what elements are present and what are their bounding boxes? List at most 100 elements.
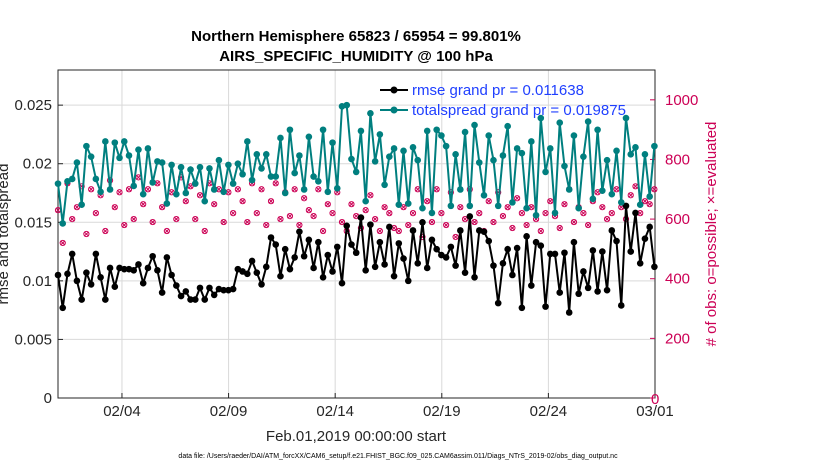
obs-possible-point [409,210,417,217]
totalspread-point [651,142,658,150]
obs-evaluated-point [547,198,553,204]
rmse-point [177,292,185,300]
obs-evaluated-point [240,198,246,204]
totalspread-point [78,201,85,209]
obs-evaluated-point [325,201,331,207]
obs-evaluated-point [315,186,321,192]
rmse-point [641,235,649,242]
obs-evaluated-point [93,210,99,216]
obs-evaluated-point [462,216,468,222]
totalspread-point [504,122,511,130]
totalspread-point [513,145,521,152]
obs-possible-point [443,221,450,229]
obs-evaluated-point [557,225,563,231]
rmse-point [338,279,346,287]
obs-evaluated-point [192,216,198,222]
obs-evaluated-point [348,201,355,207]
totalspread-point [196,163,204,171]
rmse-point [168,271,175,279]
obs-evaluated-point [140,201,146,207]
obs-evaluated-point [476,210,482,216]
chart-title-line1: Northern Hemisphere 65823 / 65954 = 99.8… [191,28,521,45]
obs-evaluated-point [329,210,336,216]
totalspread-point [206,165,213,172]
rmse-point [381,261,388,268]
obs-evaluated-point [164,228,170,234]
y-axis-right-label: # of obs: o=possible; ×=evaluated [703,122,720,347]
obs-possible-point [523,221,530,229]
totalspread-point [447,202,455,210]
rmse-point [206,284,213,292]
obs-possible-point [547,198,554,205]
legend-spread-label: totalspread grand pr = 0.019875 [412,102,626,119]
totalspread-point [466,202,474,210]
totalspread-point [329,139,336,146]
legend-spread-marker [390,106,398,114]
obs-evaluated-point [490,219,497,225]
totalspread-point [622,114,630,122]
obs-evaluated-point [197,192,203,198]
obs-possible-point [253,210,260,217]
rmse-point [646,223,653,231]
obs-possible-point [310,213,317,220]
rmse-point [73,277,81,285]
rmse-point [409,227,417,234]
rmse-point [386,223,393,231]
obs-evaluated-point [83,231,89,237]
obs-markers [54,174,658,247]
rmse-point [333,243,341,251]
obs-evaluated-point [519,210,525,216]
obs-possible-point [182,198,189,205]
rmse-point [258,281,265,288]
totalspread-point [168,161,175,169]
obs-possible-point [149,218,156,226]
totalspread-point [352,168,360,176]
totalspread-point [225,161,232,169]
rmse-point [400,255,407,262]
obs-possible-point [196,192,204,199]
obs-evaluated-point [235,186,241,192]
y-right-tick-label: 600 [665,211,690,228]
totalspread-point [518,149,526,157]
rmse-point [546,250,554,258]
obs-possible-point [291,186,298,193]
y-axis-left-label: rmse and totalspread [0,164,12,305]
x-tick-label: 03/01 [636,403,674,420]
obs-evaluated-point [637,210,643,216]
rmse-point [92,250,100,258]
obs-evaluated-point [609,210,615,216]
totalspread-point [315,177,322,185]
totalspread-point [163,200,171,207]
totalspread-point [102,138,109,145]
obs-evaluated-point [382,204,388,210]
obs-evaluated-point [505,204,511,210]
plot-area [57,69,656,399]
obs-evaluated-point [263,222,269,228]
y-left-tick-label: 0 [44,390,52,407]
rmse-point [390,272,398,280]
totalspread-point [419,204,426,212]
obs-possible-point [646,201,653,208]
obs-possible-point [405,221,412,229]
obs-evaluated-point [524,222,530,228]
rmse-point [617,302,625,309]
rmse-point [135,261,142,268]
obs-possible-point [116,189,123,196]
obs-evaluated-point [363,207,369,213]
totalspread-point [239,170,246,178]
rmse-point [471,274,478,281]
totalspread-point [83,142,90,150]
y-right-tick-label: 1000 [665,92,698,109]
rmse-point [348,241,355,248]
rmse-point [158,289,166,296]
totalspread-point [423,127,431,135]
totalspread-point [187,166,194,173]
rmse-point [518,304,526,312]
totalspread-point [54,180,62,187]
rmse-point [163,254,171,261]
rmse-point [97,274,104,281]
totalspread-point [367,110,374,117]
totalspread-point [627,151,635,158]
obs-evaluated-point [88,186,94,192]
